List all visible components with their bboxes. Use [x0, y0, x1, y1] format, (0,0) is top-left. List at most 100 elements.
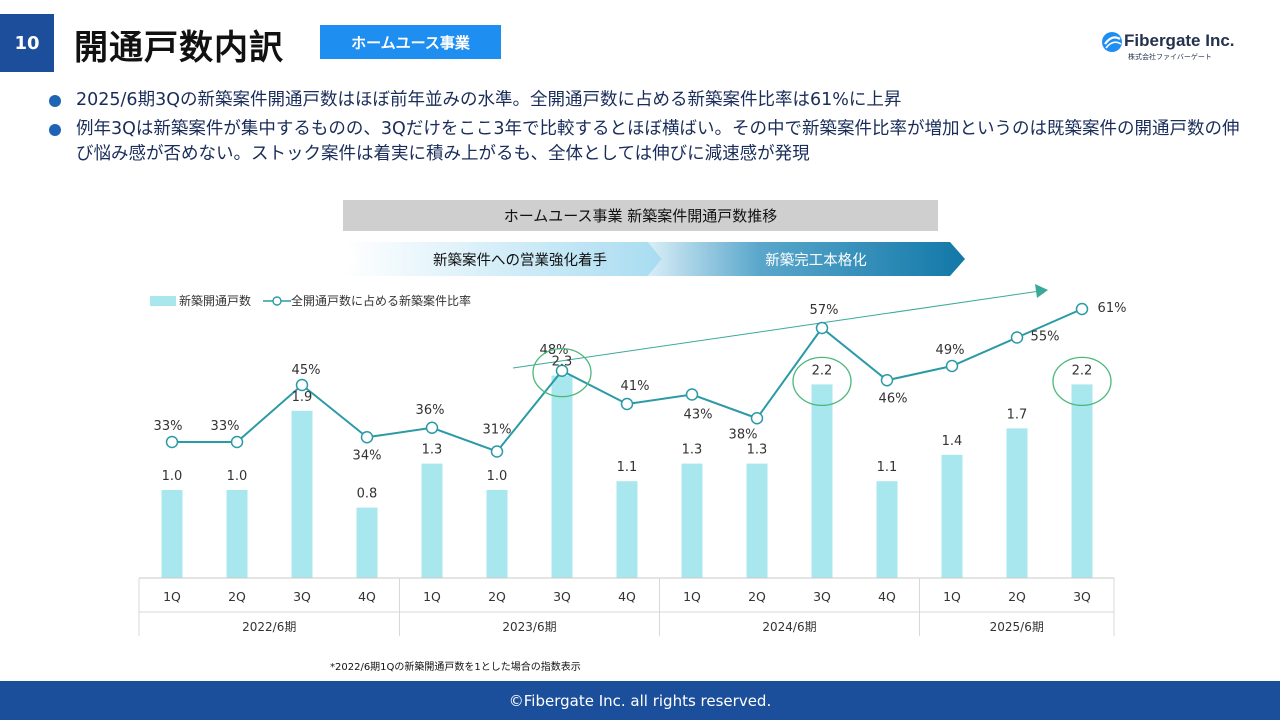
fiscal-year-label: 2023/6期 — [502, 620, 556, 634]
quarter-label: 2Q — [488, 589, 506, 604]
bar — [746, 463, 768, 578]
bar — [551, 375, 573, 578]
quarter-label: 4Q — [618, 589, 636, 604]
chart-title: ホームユース事業 新築案件開通戸数推移 — [343, 200, 938, 231]
logo-subtitle: 株式会社ファイバーゲート — [1128, 53, 1212, 61]
bar — [486, 490, 508, 578]
ratio-point — [230, 435, 244, 449]
bar — [226, 490, 248, 578]
ratio-value-label: 57% — [810, 303, 839, 318]
summary-bullets: 2025/6期3Qの新築案件開通戸数はほぼ前年並みの水準。全開通戸数に占める新築… — [46, 88, 1256, 171]
bullet-item: 例年3Qは新築案件が集中するものの、3Qだけをここ3年で比較するとほぼ横ばい。そ… — [46, 117, 1256, 167]
ratio-point — [1010, 331, 1024, 344]
bar — [1071, 384, 1093, 578]
bar — [291, 410, 313, 578]
phase-label-sales: 新築案件への営業強化着手 — [433, 252, 607, 269]
segment-tag: ホームユース事業 — [320, 25, 501, 59]
ratio-value-label: 61% — [1098, 301, 1127, 316]
bar — [421, 463, 443, 578]
bar-value-label: 0.8 — [357, 487, 378, 502]
bar — [161, 490, 183, 578]
legend-label: 新築開通戸数 — [179, 294, 252, 308]
quarter-label: 4Q — [358, 589, 376, 604]
bar-value-label: 2.3 — [552, 355, 573, 370]
phase-label-completion: 新築完工本格化 — [765, 252, 867, 269]
bar-value-label: 2.2 — [1072, 363, 1093, 378]
bar — [1006, 428, 1028, 578]
ratio-point — [815, 321, 829, 335]
bullet-dot-icon — [49, 124, 61, 136]
quarter-label: 2Q — [748, 589, 766, 604]
bar-value-label: 1.4 — [942, 434, 963, 449]
ratio-value-label: 33% — [154, 419, 183, 434]
company-logo: Fibergate Inc. 株式会社ファイバーゲート — [1100, 30, 1250, 64]
quarter-label: 1Q — [423, 589, 441, 604]
legend-line-swatch — [263, 295, 291, 306]
page-number: 10 — [0, 14, 54, 72]
bar-value-label: 2.2 — [812, 363, 833, 378]
ratio-value-label: 33% — [211, 419, 240, 434]
bullet-dot-icon — [49, 95, 61, 107]
quarter-label: 3Q — [1073, 589, 1091, 604]
trend-arrow-head-icon — [1035, 284, 1048, 298]
fiscal-year-label: 2024/6期 — [762, 620, 816, 634]
ratio-point — [685, 388, 699, 401]
bar — [616, 481, 638, 578]
quarter-label: 3Q — [553, 589, 571, 604]
quarter-label: 4Q — [878, 589, 896, 604]
bar — [356, 507, 378, 578]
bar-value-label: 1.0 — [227, 469, 248, 484]
fibergate-logo-icon — [1102, 32, 1122, 52]
bar-value-label: 1.3 — [422, 443, 443, 458]
ratio-value-label: 45% — [292, 363, 321, 378]
ratio-value-label: 31% — [483, 423, 512, 438]
trend-arrow-line — [512, 290, 1041, 369]
ratio-value-label: 49% — [936, 343, 965, 358]
quarter-label: 3Q — [813, 589, 831, 604]
highlight-circle — [1052, 356, 1112, 407]
highlight-circle — [532, 347, 592, 398]
bar-value-label: 1.7 — [1007, 407, 1028, 422]
bar-value-label: 1.9 — [292, 390, 313, 405]
legend-label: 全開通戸数に占める新築案件比率 — [291, 294, 472, 308]
ratio-point — [295, 378, 309, 392]
ratio-point — [360, 431, 374, 444]
bar — [876, 481, 898, 578]
legend-item-bars: 新築開通戸数 — [150, 292, 251, 309]
logo-name: Fibergate Inc. — [1124, 31, 1235, 50]
quarter-label: 2Q — [1008, 589, 1026, 604]
ratio-point — [490, 445, 504, 458]
ratio-point — [945, 359, 959, 373]
ratio-value-label: 41% — [621, 379, 650, 394]
ratio-value-label: 38% — [729, 427, 758, 442]
ratio-value-label: 36% — [416, 403, 445, 418]
highlight-circle — [792, 356, 852, 407]
ratio-point — [1075, 302, 1089, 316]
ratio-value-label: 43% — [684, 408, 713, 423]
ratio-value-label: 48% — [540, 343, 569, 358]
bar-value-label: 1.3 — [682, 443, 703, 458]
ratio-point — [880, 374, 894, 387]
ratio-value-label: 55% — [1031, 330, 1060, 345]
footnote: *2022/6期1Qの新築開通戸数を1とした場合の指数表示 — [330, 662, 581, 673]
quarter-label: 2Q — [228, 589, 246, 604]
quarter-label: 1Q — [943, 589, 961, 604]
fiscal-year-label: 2025/6期 — [990, 620, 1044, 634]
bar-value-label: 1.1 — [617, 460, 638, 475]
ratio-point — [555, 364, 569, 377]
ratio-value-label: 34% — [353, 448, 382, 463]
page-title: 開通戸数内訳 — [74, 28, 284, 68]
bar — [681, 463, 703, 578]
bullet-text: 2025/6期3Qの新築案件開通戸数はほぼ前年並みの水準。全開通戸数に占める新築… — [76, 90, 902, 110]
bullet-text: 例年3Qは新築案件が集中するものの、3Qだけをここ3年で比較するとほぼ横ばい。そ… — [76, 119, 1240, 164]
bar-value-label: 1.0 — [162, 469, 183, 484]
bar — [811, 384, 833, 578]
bar-value-label: 1.3 — [747, 443, 768, 458]
footer-copyright: ©Fibergate Inc. all rights reserved. — [0, 681, 1280, 720]
ratio-point — [165, 435, 179, 449]
quarter-label: 1Q — [163, 589, 181, 604]
ratio-value-label: 46% — [879, 391, 908, 406]
legend-item-line: 全開通戸数に占める新築案件比率 — [263, 292, 471, 309]
bar-value-label: 1.0 — [487, 469, 508, 484]
